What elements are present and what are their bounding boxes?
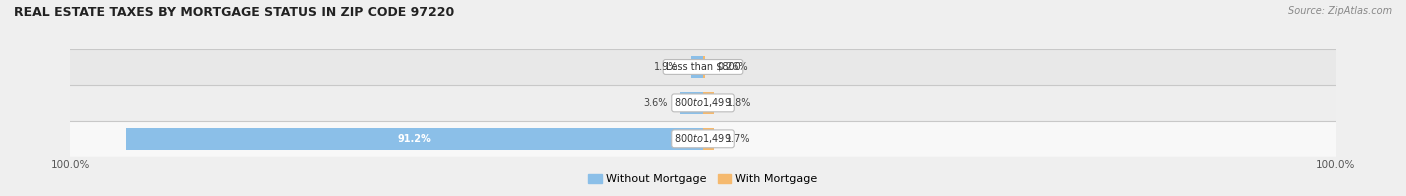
Bar [703,92,714,114]
Text: REAL ESTATE TAXES BY MORTGAGE STATUS IN ZIP CODE 97220: REAL ESTATE TAXES BY MORTGAGE STATUS IN … [14,6,454,19]
Text: Source: ZipAtlas.com: Source: ZipAtlas.com [1288,6,1392,16]
Text: 1.9%: 1.9% [654,62,678,72]
Bar [703,128,714,150]
Bar [681,92,703,114]
Text: 3.6%: 3.6% [643,98,668,108]
Text: 91.2%: 91.2% [398,134,432,144]
Bar [70,49,1336,85]
Bar [70,85,1336,121]
Text: 1.7%: 1.7% [727,134,751,144]
Bar [70,121,1336,157]
Bar [127,128,703,150]
Bar [703,56,704,78]
Text: Less than $800: Less than $800 [665,62,741,72]
Text: $800 to $1,499: $800 to $1,499 [675,96,731,109]
Text: 1.8%: 1.8% [727,98,751,108]
Text: $800 to $1,499: $800 to $1,499 [675,132,731,145]
Legend: Without Mortgage, With Mortgage: Without Mortgage, With Mortgage [583,169,823,189]
Bar [690,56,703,78]
Text: 0.26%: 0.26% [717,62,748,72]
